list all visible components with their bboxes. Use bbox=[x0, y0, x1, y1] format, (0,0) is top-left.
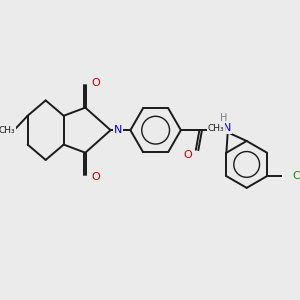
Text: N: N bbox=[223, 123, 231, 134]
Text: O: O bbox=[92, 78, 100, 88]
Text: O: O bbox=[92, 172, 100, 182]
Text: CH₃: CH₃ bbox=[208, 124, 224, 133]
Text: CH₃: CH₃ bbox=[0, 126, 15, 135]
Text: N: N bbox=[114, 125, 122, 135]
Text: Cl: Cl bbox=[292, 171, 300, 181]
Text: H: H bbox=[220, 112, 228, 123]
Text: O: O bbox=[184, 150, 193, 161]
